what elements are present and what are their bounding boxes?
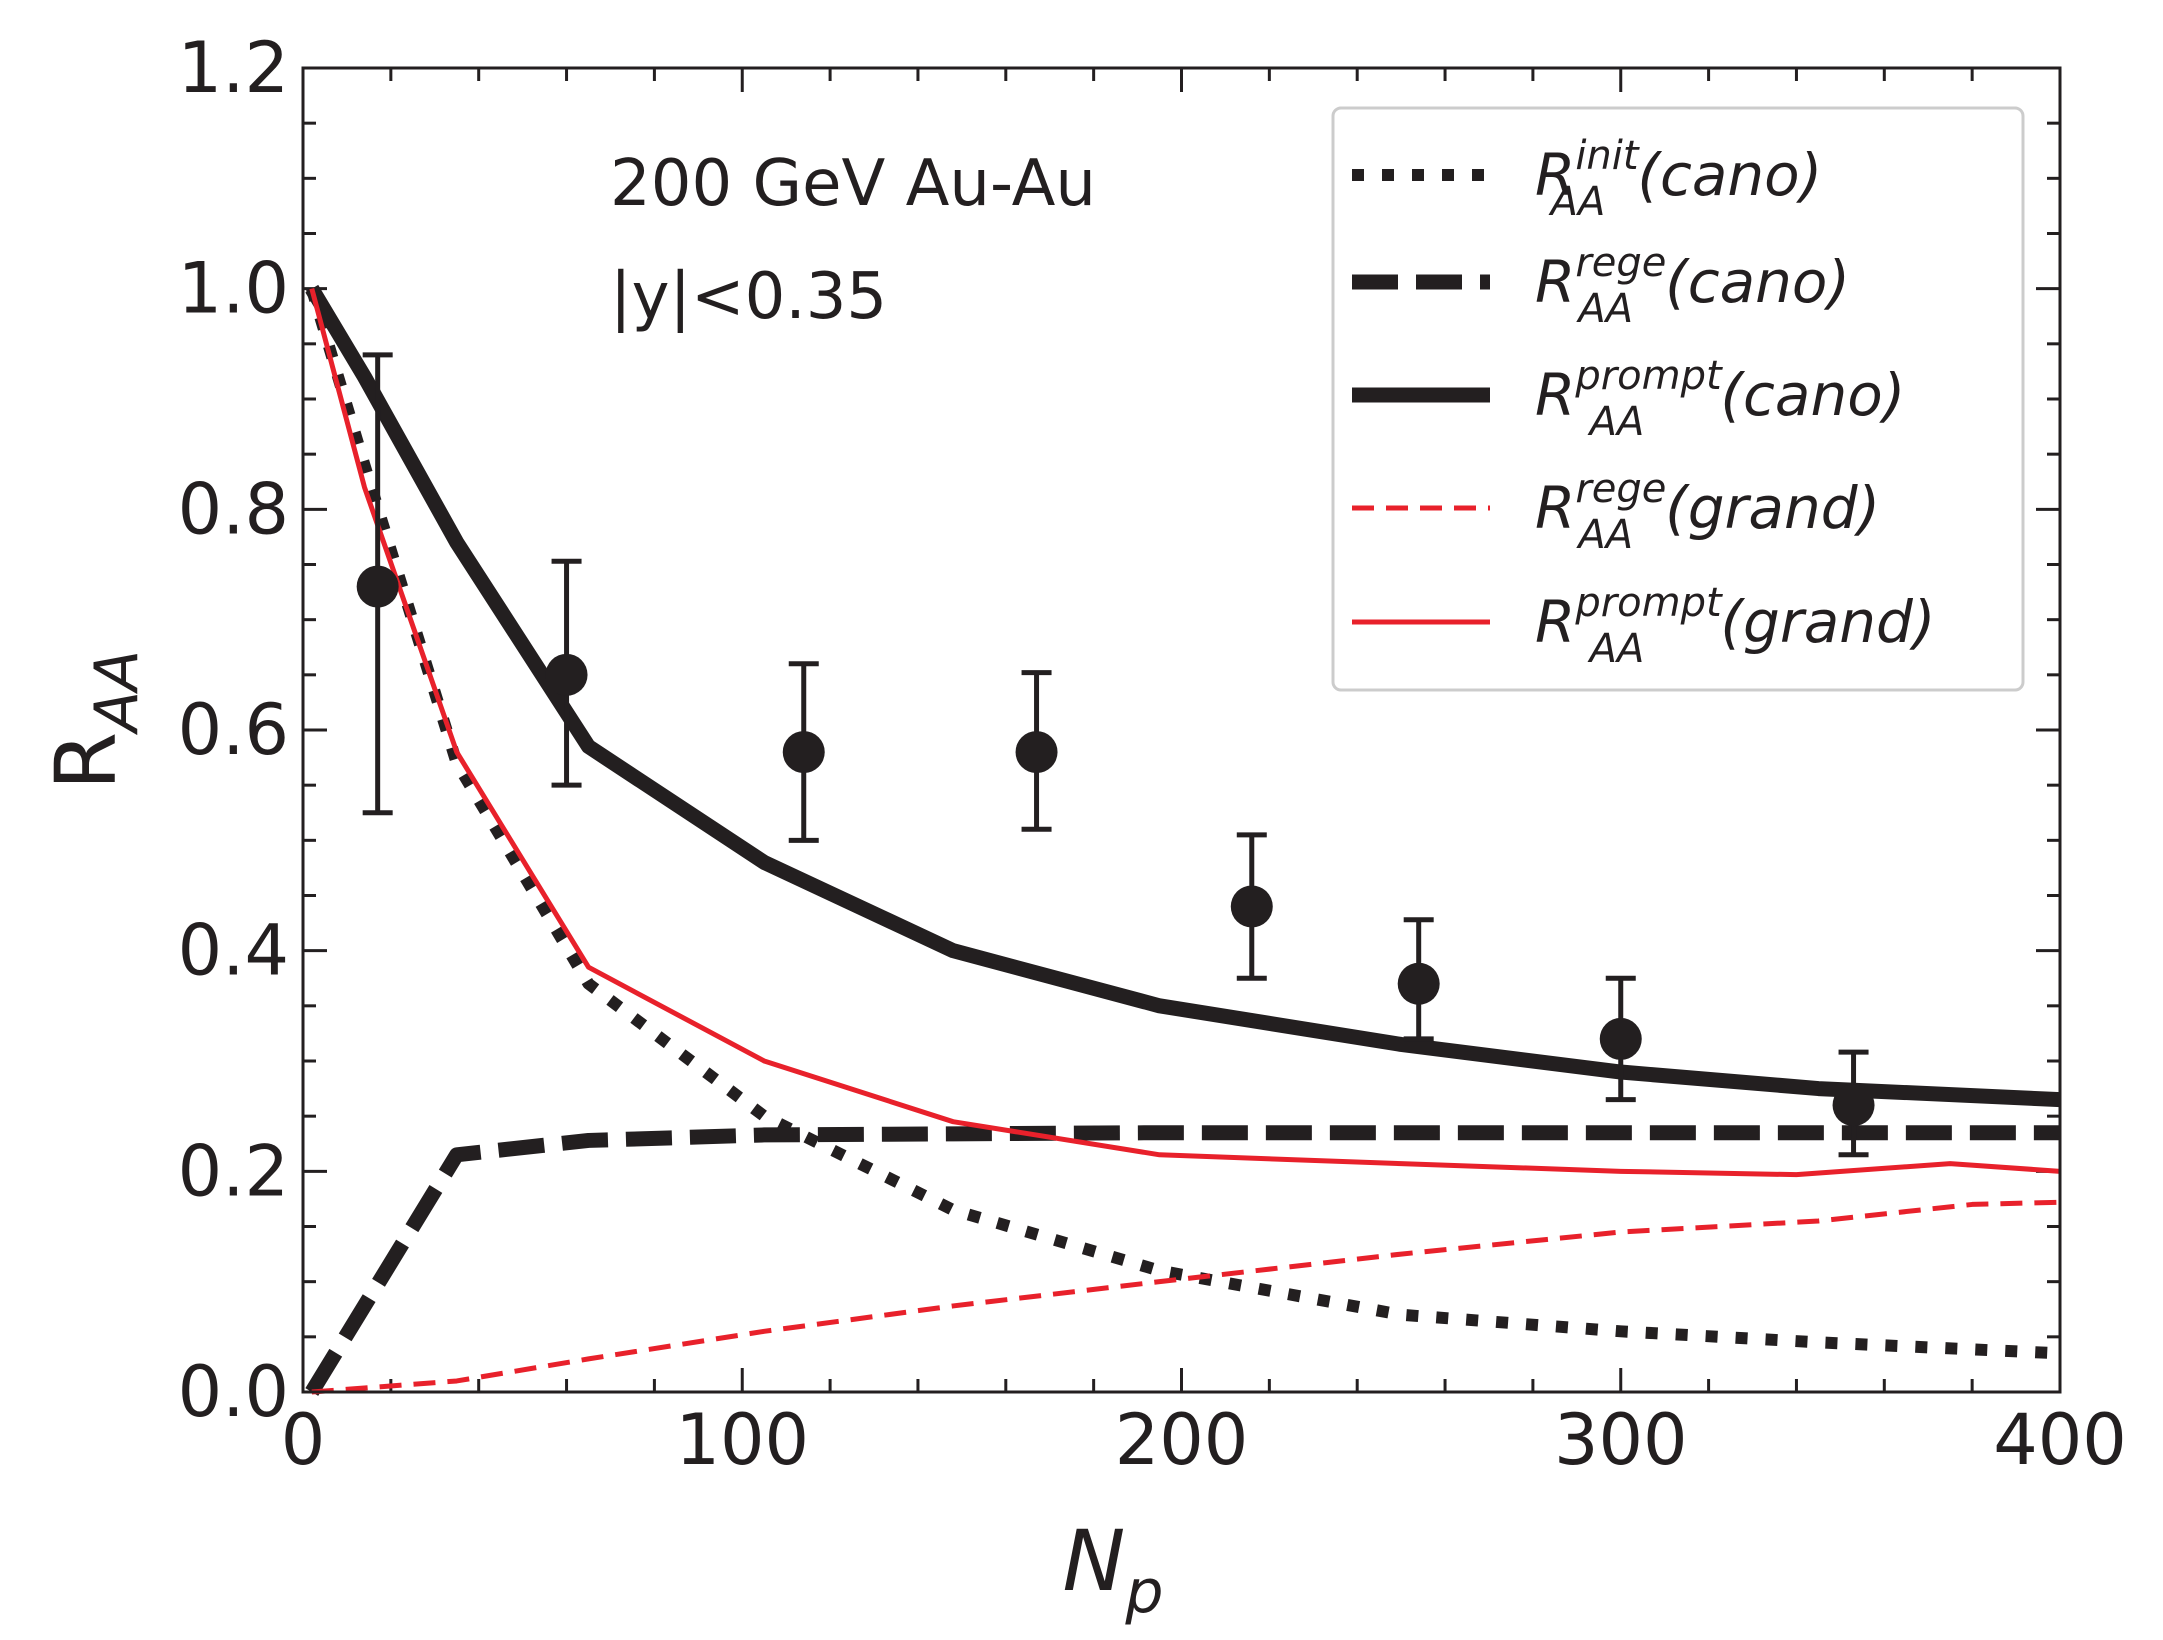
- legend-label-sub: AA: [1587, 626, 1645, 672]
- svg-text:Np: Np: [1063, 1512, 1164, 1627]
- legend-item-4: Rprompt AA (grand): [1352, 580, 1935, 672]
- tick-labels-layer: 0 100 200 300 400 0.0 0.2 0.4 0.6 0.8 1.0 1.2: [178, 27, 2127, 1481]
- data-point: [782, 661, 825, 843]
- data-marker: [1832, 1084, 1875, 1127]
- legend-label-paren: (cano): [1637, 141, 1822, 209]
- legend-label-sup: init: [1575, 133, 1640, 179]
- legend-item-0: Rinit AA (cano): [1352, 133, 1822, 225]
- series-line-3: [311, 1199, 2061, 1395]
- legend-frame: [1331, 106, 2025, 692]
- svg-text:RAA: RAA: [37, 650, 152, 790]
- legend-label-sup: prompt: [1574, 580, 1723, 626]
- x-axis-title-sub: p: [1124, 1557, 1163, 1627]
- x-axis-title-main: N: [1063, 1512, 1126, 1610]
- legend-label: Rrege AA (grand): [1535, 466, 1880, 558]
- legend-label-sub: AA: [1548, 179, 1606, 225]
- plot-frame: [301, 66, 2062, 1394]
- x-tick-label: 400: [1993, 1399, 2127, 1481]
- data-point: [1599, 975, 1642, 1103]
- y-tick-label: 0.0: [178, 1351, 289, 1433]
- legend-label-sup: prompt: [1574, 353, 1723, 399]
- legend-label: Rprompt AA (grand): [1535, 580, 1935, 672]
- x-axis-title: Np: [1063, 1512, 1164, 1627]
- legend-label-sup: rege: [1575, 466, 1666, 512]
- legend-item-2: Rprompt AA (cano): [1352, 353, 1905, 445]
- series-line-4: [309, 288, 2061, 1178]
- y-tick-label: 0.8: [178, 468, 289, 550]
- legend-label: Rinit AA (cano): [1535, 133, 1822, 225]
- y-tick-label: 1.2: [178, 27, 289, 109]
- annotation-energy: 200 GeV Au-Au: [610, 147, 1096, 221]
- data-point: [356, 352, 399, 816]
- x-tick-label: 100: [675, 1399, 809, 1481]
- legend-label: Rrege AA (cano): [1535, 240, 1850, 332]
- legend-label-main: R: [1535, 361, 1575, 429]
- y-tick-label: 1.0: [178, 248, 289, 330]
- data-point: [1230, 832, 1273, 981]
- series-line-2: [305, 284, 2061, 1108]
- legend-label-paren: (grand): [1665, 474, 1880, 542]
- legend-label-main: R: [1535, 588, 1575, 656]
- y-axis-title-sub: AA: [82, 650, 152, 736]
- data-marker: [782, 731, 825, 774]
- data-marker: [1397, 962, 1440, 1005]
- legend-label-main: R: [1535, 248, 1575, 316]
- y-tick-label: 0.2: [178, 1130, 289, 1212]
- legend-label-paren: (grand): [1720, 588, 1935, 656]
- y-axis-title-main: R: [37, 732, 135, 790]
- legend-item-3: Rrege AA (grand): [1352, 466, 1880, 558]
- data-point: [545, 558, 588, 788]
- y-tick-label: 0.4: [178, 910, 289, 992]
- points-layer: [356, 352, 1875, 1158]
- data-point: [1832, 1049, 1875, 1158]
- series-layer: [305, 284, 2061, 1396]
- legend-label-main: R: [1535, 474, 1575, 542]
- x-tick-label: 300: [1554, 1399, 1688, 1481]
- data-point: [1015, 670, 1058, 832]
- data-marker: [545, 653, 588, 696]
- legend-label: Rprompt AA (cano): [1535, 353, 1905, 445]
- x-tick-label: 0: [281, 1399, 326, 1481]
- legend-label-sub: AA: [1575, 286, 1633, 332]
- legend-label-sup: rege: [1575, 240, 1666, 286]
- legend-item-1: Rrege AA (cano): [1352, 240, 1850, 332]
- data-marker: [1015, 731, 1058, 774]
- y-tick-label: 0.6: [178, 689, 289, 771]
- legend-label-paren: (cano): [1720, 361, 1905, 429]
- data-marker: [1230, 885, 1273, 928]
- series-line-1: [305, 1125, 2060, 1396]
- y-axis-title: RAA: [37, 650, 152, 790]
- data-marker: [356, 565, 399, 608]
- x-tick-label: 200: [1115, 1399, 1249, 1481]
- legend-label-main: R: [1535, 141, 1575, 209]
- legend-label-paren: (cano): [1665, 248, 1850, 316]
- legend: Rinit AA (cano)Rrege AA (cano)Rprompt AA (cano…: [1331, 106, 2025, 692]
- legend-label-sub: AA: [1587, 399, 1645, 445]
- data-point: [1397, 917, 1440, 1042]
- data-marker: [1599, 1017, 1642, 1060]
- legend-label-sub: AA: [1575, 512, 1633, 558]
- annotation-rapidity: |y|<0.35: [610, 260, 887, 334]
